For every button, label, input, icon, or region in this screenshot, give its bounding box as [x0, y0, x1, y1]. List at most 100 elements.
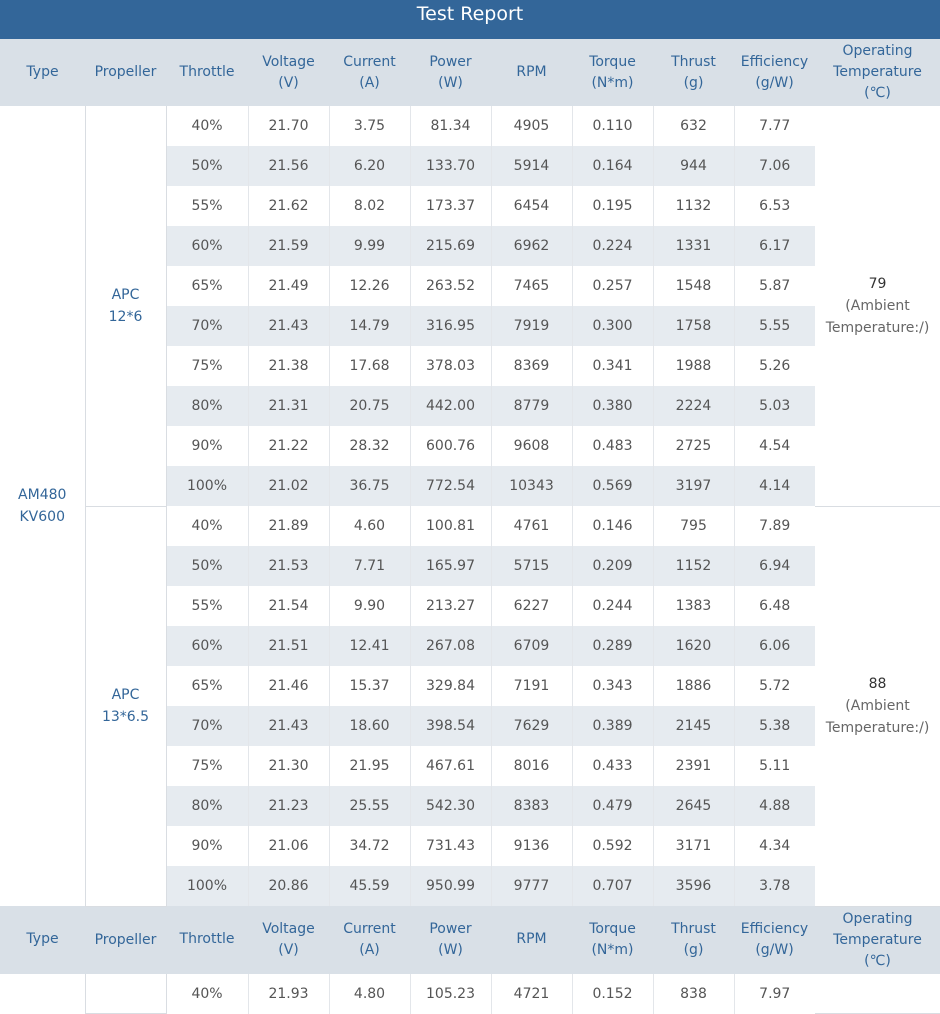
efficiency-cell: 6.48	[733, 586, 815, 626]
header-temperature: Operating Temperature (℃)	[815, 39, 940, 106]
thrust-cell: 944	[652, 146, 734, 186]
table-row: 90% 21.22 28.32 600.76 9608 0.483 2725 4.54	[0, 426, 940, 466]
voltage-cell: 21.02	[247, 466, 329, 506]
voltage-cell: 21.89	[247, 506, 329, 546]
header-efficiency-line: (g/W)	[755, 941, 794, 958]
propeller-cell: APC 12*6	[85, 106, 167, 507]
rpm-cell: 9608	[490, 426, 572, 466]
header-rpm: RPM	[491, 906, 572, 974]
efficiency-cell: 6.06	[733, 626, 815, 666]
table-row: 55% 21.62 8.02 173.37 6454 0.195 1132 6.53	[0, 186, 940, 226]
torque-cell: 0.257	[571, 266, 653, 306]
header-voltage-line: (V)	[278, 941, 299, 958]
efficiency-cell: 7.97	[733, 973, 815, 1014]
torque-cell: 0.341	[571, 346, 653, 386]
motor-type-line: KV600	[19, 509, 65, 525]
power-cell: 772.54	[409, 466, 491, 506]
header-torque: Torque (N*m)	[572, 906, 653, 974]
power-cell: 100.81	[409, 506, 491, 546]
header-rpm: RPM	[491, 39, 572, 106]
power-cell: 442.00	[409, 386, 491, 426]
temperature-value: 88	[868, 676, 887, 692]
throttle-cell: 70%	[165, 706, 248, 746]
throttle-cell: 70%	[165, 306, 248, 346]
rpm-cell: 4761	[490, 506, 572, 546]
current-cell: 9.99	[328, 226, 410, 266]
table-row: 50% 21.53 7.71 165.97 5715 0.209 1152 6.94	[0, 546, 940, 586]
power-cell: 263.52	[409, 266, 491, 306]
efficiency-cell: 6.53	[733, 186, 815, 226]
header-power-line: Power	[429, 920, 472, 937]
throttle-cell: 50%	[165, 546, 248, 586]
voltage-cell: 21.38	[247, 346, 329, 386]
power-cell: 81.34	[409, 106, 491, 146]
motor-type-cell: AM480 KV600	[0, 106, 86, 906]
operating-temperature-cell: 79 (Ambient Temperature:/)	[815, 106, 940, 507]
rpm-cell: 4905	[490, 106, 572, 146]
thrust-cell: 1383	[652, 586, 734, 626]
current-cell: 12.41	[328, 626, 410, 666]
throttle-cell: 55%	[165, 186, 248, 226]
table-row: 60% 21.51 12.41 267.08 6709 0.289 1620 6.06	[0, 626, 940, 666]
header-current-line: (A)	[359, 941, 380, 958]
rpm-cell: 6962	[490, 226, 572, 266]
table-row: 70% 21.43 18.60 398.54 7629 0.389 2145 5.38	[0, 706, 940, 746]
header-thrust: Thrust (g)	[653, 39, 734, 106]
table-row: 65% 21.49 12.26 263.52 7465 0.257 1548 5.87	[0, 266, 940, 306]
table-row: APC 13*6.5 40% 21.89 4.60 100.81 4761 0.146 795 7…	[0, 506, 940, 907]
header-throttle: Throttle	[166, 906, 248, 974]
header-torque-line: Torque	[589, 53, 636, 70]
header-efficiency: Efficiency (g/W)	[734, 39, 815, 106]
rpm-cell: 5715	[490, 546, 572, 586]
operating-temperature-cell: 88 (Ambient Temperature:/)	[815, 506, 940, 907]
current-cell: 25.55	[328, 786, 410, 826]
voltage-cell: 21.62	[247, 186, 329, 226]
thrust-cell: 2725	[652, 426, 734, 466]
torque-cell: 0.569	[571, 466, 653, 506]
torque-cell: 0.707	[571, 866, 653, 906]
efficiency-cell: 7.77	[733, 106, 815, 146]
header-efficiency: Efficiency (g/W)	[734, 906, 815, 974]
efficiency-cell: 4.14	[733, 466, 815, 506]
torque-cell: 0.483	[571, 426, 653, 466]
throttle-cell: 40%	[165, 106, 248, 146]
thrust-cell: 1886	[652, 666, 734, 706]
voltage-cell: 21.49	[247, 266, 329, 306]
header-throttle: Throttle	[166, 39, 248, 106]
power-cell: 173.37	[409, 186, 491, 226]
header-voltage-line: Voltage	[262, 53, 315, 70]
current-cell: 45.59	[328, 866, 410, 906]
header-temperature-line: Temperature	[833, 64, 922, 80]
torque-cell: 0.244	[571, 586, 653, 626]
header-voltage: Voltage (V)	[248, 906, 329, 974]
table-row: 75% 21.38 17.68 378.03 8369 0.341 1988 5.26	[0, 346, 940, 386]
header-torque-line: Torque	[589, 920, 636, 937]
propeller-line: APC	[111, 687, 140, 703]
rpm-cell: 8779	[490, 386, 572, 426]
torque-cell: 0.343	[571, 666, 653, 706]
header-current-line: Current	[343, 920, 396, 937]
throttle-cell: 50%	[165, 146, 248, 186]
header-efficiency-line: (g/W)	[755, 74, 794, 91]
throttle-cell: 40%	[165, 973, 248, 1014]
header-thrust: Thrust (g)	[653, 906, 734, 974]
rpm-cell: 8016	[490, 746, 572, 786]
voltage-cell: 21.54	[247, 586, 329, 626]
propeller-cell	[85, 973, 167, 1014]
current-cell: 7.71	[328, 546, 410, 586]
thrust-cell: 1331	[652, 226, 734, 266]
rpm-cell: 7629	[490, 706, 572, 746]
table-row: 75% 21.30 21.95 467.61 8016 0.433 2391 5.11	[0, 746, 940, 786]
efficiency-cell: 5.03	[733, 386, 815, 426]
table-row: 80% 21.23 25.55 542.30 8383 0.479 2645 4.88	[0, 786, 940, 826]
current-cell: 34.72	[328, 826, 410, 866]
efficiency-cell: 4.54	[733, 426, 815, 466]
header-propeller: Propeller	[85, 39, 166, 106]
voltage-cell: 21.43	[247, 706, 329, 746]
torque-cell: 0.146	[571, 506, 653, 546]
table-row: 50% 21.56 6.20 133.70 5914 0.164 944 7.06	[0, 146, 940, 186]
header-temperature: Operating Temperature (℃)	[815, 906, 940, 974]
thrust-cell: 3596	[652, 866, 734, 906]
test-report-table: Type Propeller Throttle Voltage (V) Current (A…	[0, 39, 940, 1014]
torque-cell: 0.209	[571, 546, 653, 586]
